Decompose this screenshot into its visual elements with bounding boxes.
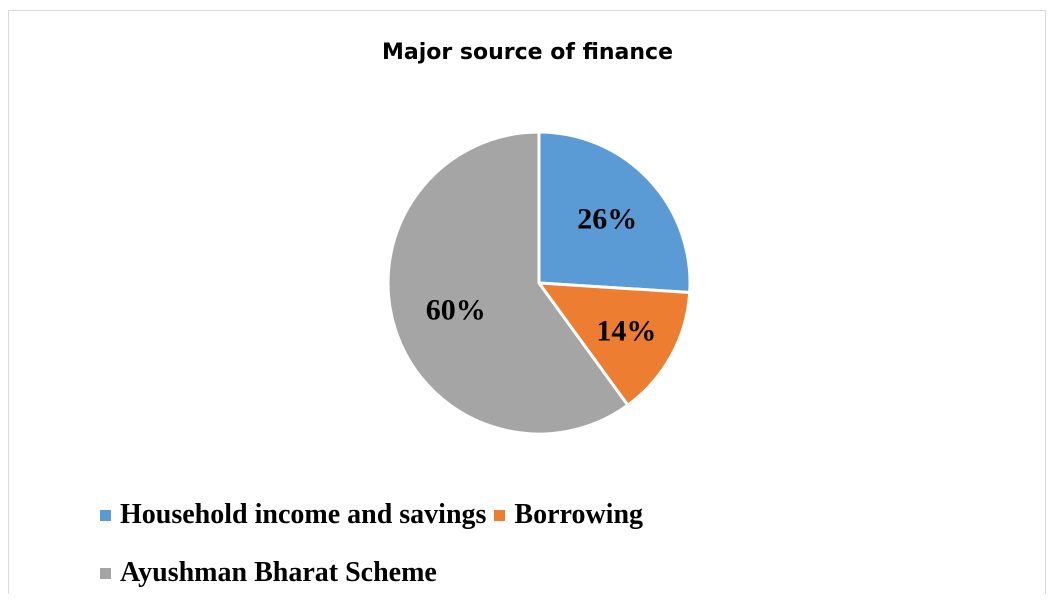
data-label-borrowing: 14% xyxy=(596,315,656,348)
legend-swatch-household xyxy=(100,509,111,521)
pie-chart: 26% 14% 60% xyxy=(386,130,692,436)
chart-title: Major source of finance xyxy=(381,40,674,65)
pie-slice-ayushman xyxy=(386,130,630,436)
legend-row-1: Household income and savings Borrowing xyxy=(100,498,820,532)
data-label-household: 26% xyxy=(577,202,637,235)
pie-slice-household xyxy=(537,130,692,294)
legend-row-2: Ayushman Bharat Scheme xyxy=(100,556,820,590)
pie-labels: 26% 14% 60% xyxy=(426,202,657,347)
legend-item-ayushman: Ayushman Bharat Scheme xyxy=(100,556,437,590)
pie-slice-borrowing xyxy=(537,281,692,407)
legend-label-household: Household income and savings xyxy=(120,499,487,530)
legend-swatch-ayushman xyxy=(100,567,111,579)
legend-label-borrowing: Borrowing xyxy=(514,499,644,530)
legend-label-ayushman: Ayushman Bharat Scheme xyxy=(120,557,437,588)
legend-item-household: Household income and savings xyxy=(100,498,486,532)
chart-legend: Household income and savings Borrowing A… xyxy=(100,498,820,614)
legend-item-borrowing: Borrowing xyxy=(494,498,643,532)
legend-swatch-borrowing xyxy=(494,509,506,521)
pie-slices xyxy=(386,130,692,436)
chart-frame xyxy=(8,10,1046,594)
data-label-ayushman: 60% xyxy=(426,294,486,327)
